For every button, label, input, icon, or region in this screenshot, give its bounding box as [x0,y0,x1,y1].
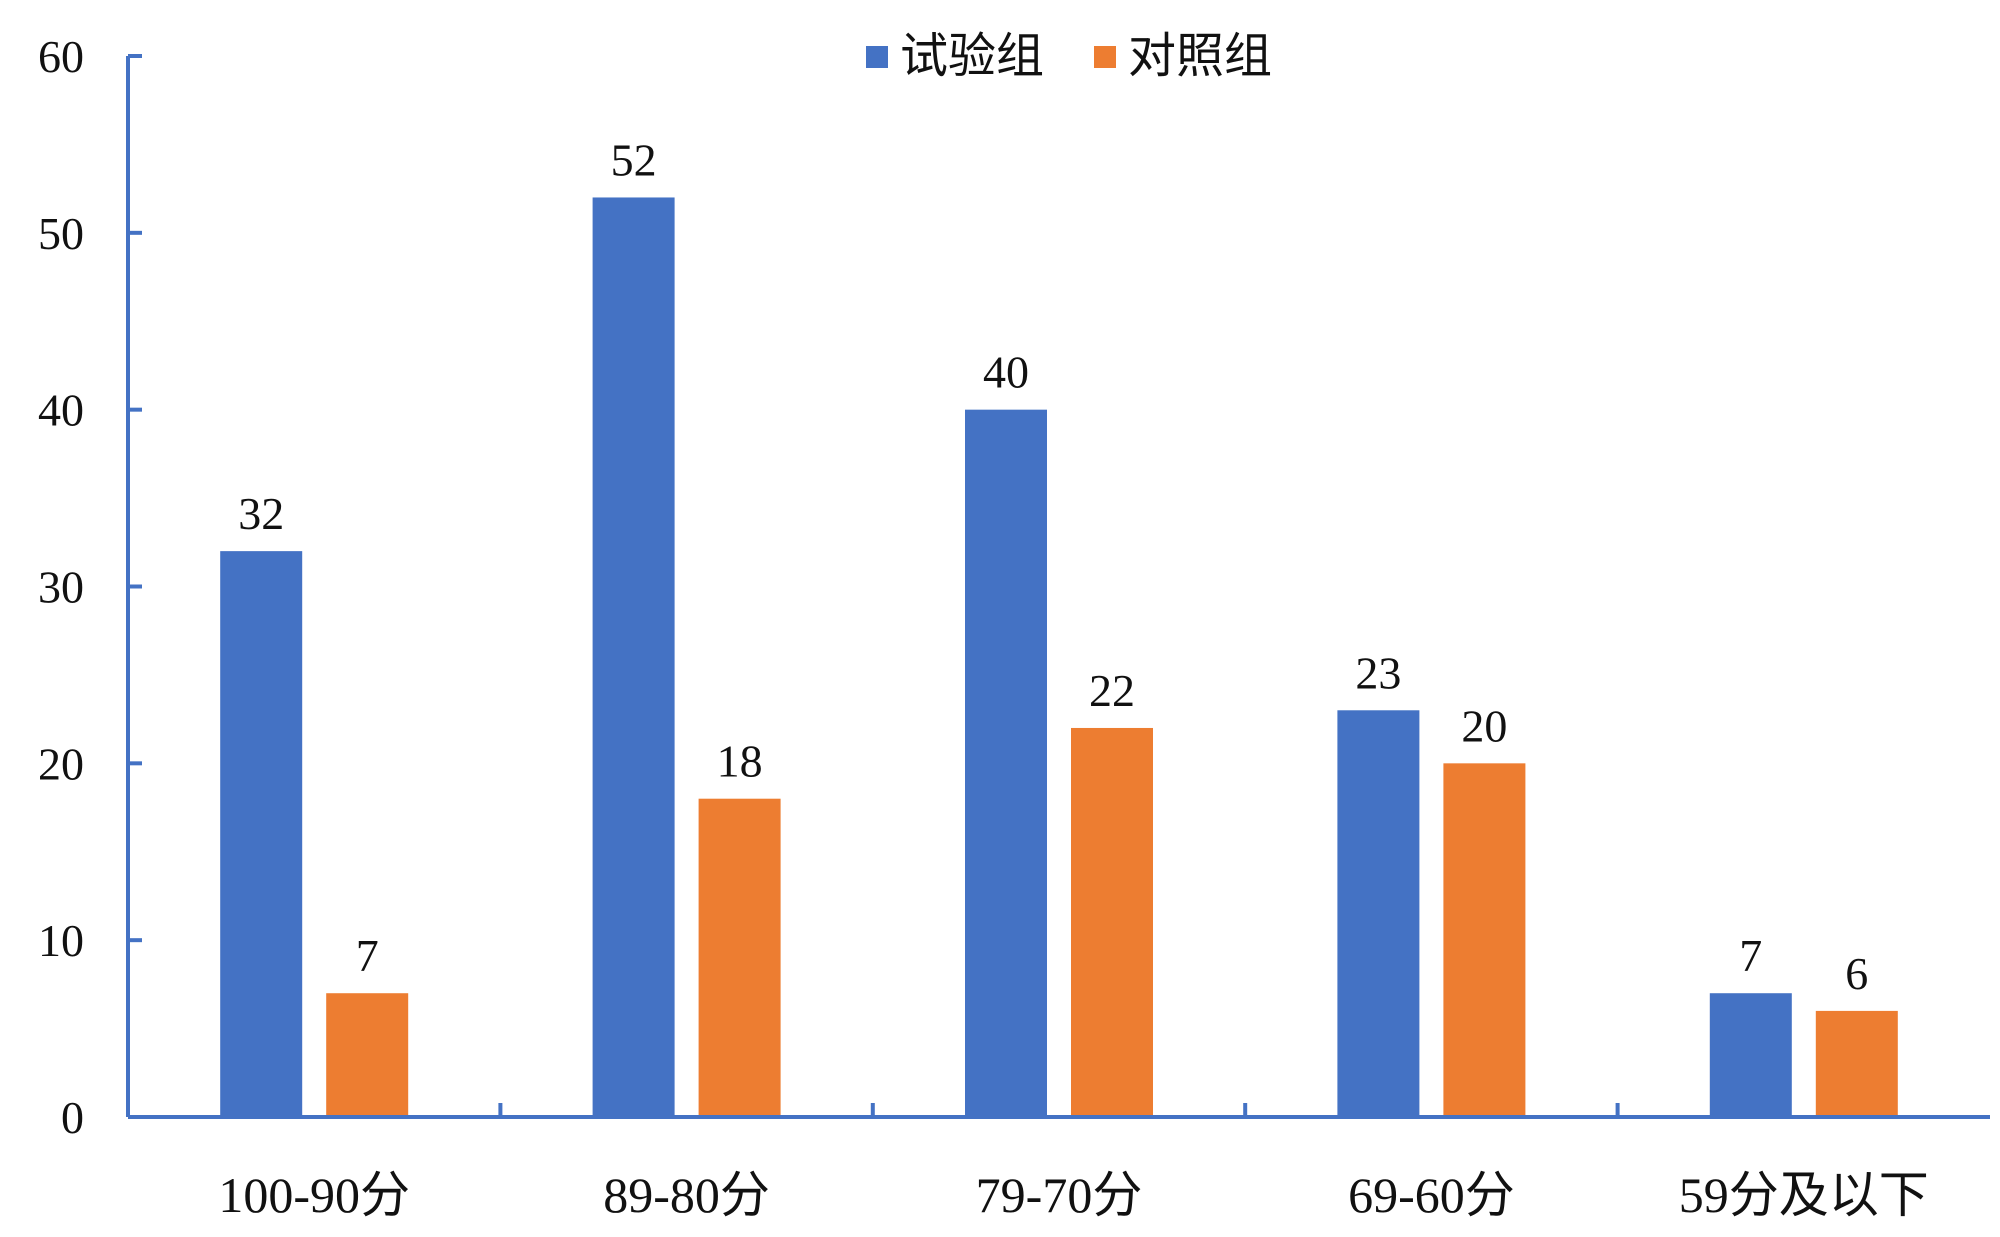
x-category-label: 69-60分 [1348,1167,1515,1223]
legend-swatch-series-2 [1094,46,1116,68]
bar-value-label: 23 [1355,647,1401,698]
data-labels: 32 7 52 18 40 22 23 20 7 6 [238,134,1868,998]
y-tick-label: 60 [38,31,84,82]
y-tick-label: 50 [38,208,84,259]
y-tick-label: 30 [38,562,84,613]
bar-value-label: 20 [1461,700,1507,751]
legend-label-series-2: 对照组 [1128,28,1272,84]
bar-value-label: 40 [983,347,1029,398]
bar-series-1 [965,409,1047,1116]
bar-value-label: 7 [356,930,379,981]
x-category-label: 100-90分 [218,1167,410,1223]
chart-legend: 试验组 对照组 [866,28,1272,84]
bar-value-label: 32 [238,488,284,539]
x-category-label: 79-70分 [976,1167,1143,1223]
y-tick-label: 10 [38,915,84,966]
bar-series-1 [1337,710,1420,1115]
y-tick-label: 40 [38,385,84,436]
bar-value-label: 6 [1845,948,1868,999]
y-tick-label: 20 [38,738,84,789]
bar-series-1 [1709,993,1792,1115]
bar-series-1 [220,551,303,1115]
legend-swatch-series-1 [866,46,888,68]
legend-label-series-1: 试验组 [900,28,1044,84]
bar-series-2 [698,798,781,1115]
bar-series-2 [326,993,409,1115]
x-category-label: 59分及以下 [1679,1167,1929,1223]
bar-value-label: 22 [1089,665,1135,716]
bar-series-1 [592,197,675,1115]
bar-value-label: 18 [717,736,763,787]
bar-series-2 [1071,727,1153,1115]
bar-series-2 [1443,763,1526,1115]
x-axis-categories: 100-90分 89-80分 79-70分 69-60分 59分及以下 [218,1103,1929,1223]
y-tick-label: 0 [61,1092,84,1143]
bar-value-label: 52 [611,134,657,185]
chart-axes [126,56,1990,1119]
x-category-label: 89-80分 [603,1167,770,1223]
bar-value-label: 7 [1739,930,1762,981]
y-axis-ticks: 0 10 20 30 40 50 60 [38,31,142,1143]
chart-bars [220,197,1898,1116]
bar-series-2 [1815,1010,1898,1115]
